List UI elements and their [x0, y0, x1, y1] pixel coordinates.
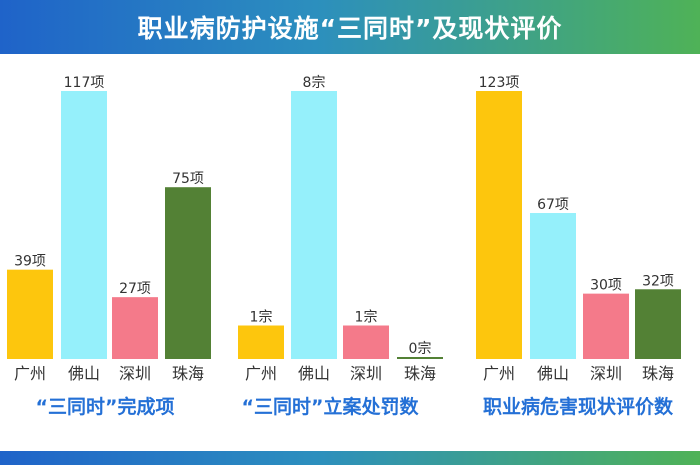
bar-shenzhen [583, 293, 629, 359]
category-label-shenzhen: 深圳 [590, 364, 622, 383]
bar-shenzhen [112, 297, 158, 359]
data-label-guangzhou: 39项 [14, 254, 46, 270]
data-label-foshan: 67项 [537, 197, 569, 213]
bar-zhuhai [635, 289, 681, 359]
data-label-foshan: 8宗 [303, 75, 326, 91]
data-label-foshan: 117项 [64, 75, 105, 91]
data-label-guangzhou: 123项 [479, 75, 520, 91]
bar-shenzhen [343, 325, 389, 359]
data-label-shenzhen: 1宗 [355, 310, 378, 326]
header-banner: 职业病防护设施“三同时”及现状评价 [0, 0, 700, 54]
bar-zhuhai [397, 357, 443, 359]
data-label-shenzhen: 27项 [119, 281, 151, 297]
data-label-zhuhai: 75项 [172, 171, 204, 187]
data-label-guangzhou: 1宗 [250, 310, 273, 326]
category-label-guangzhou: 广州 [14, 364, 46, 383]
chart-title: “三同时”完成项 [36, 395, 175, 418]
category-label-zhuhai: 珠海 [172, 364, 204, 383]
category-label-guangzhou: 广州 [483, 364, 515, 383]
category-label-zhuhai: 珠海 [404, 364, 436, 383]
category-label-foshan: 佛山 [298, 364, 330, 383]
data-label-zhuhai: 0宗 [409, 341, 432, 357]
category-label-foshan: 佛山 [68, 364, 100, 383]
category-label-foshan: 佛山 [537, 364, 569, 383]
bar-guangzhou [476, 91, 522, 359]
bar-foshan [61, 91, 107, 359]
bar-zhuhai [165, 187, 211, 359]
data-label-zhuhai: 32项 [642, 273, 674, 289]
category-label-guangzhou: 广州 [245, 364, 277, 383]
category-label-shenzhen: 深圳 [119, 364, 151, 383]
category-label-zhuhai: 珠海 [642, 364, 674, 383]
chart-title: “三同时”立案处罚数 [242, 395, 420, 418]
page-title: 职业病防护设施“三同时”及现状评价 [137, 14, 563, 43]
footer-bar [0, 451, 700, 465]
bar-guangzhou [238, 325, 284, 359]
data-label-shenzhen: 30项 [590, 278, 622, 294]
chart-title: 职业病危害现状评价数 [483, 395, 674, 418]
bar-guangzhou [7, 269, 53, 359]
bar-foshan [530, 213, 576, 359]
bar-foshan [291, 91, 337, 359]
category-label-shenzhen: 深圳 [350, 364, 382, 383]
